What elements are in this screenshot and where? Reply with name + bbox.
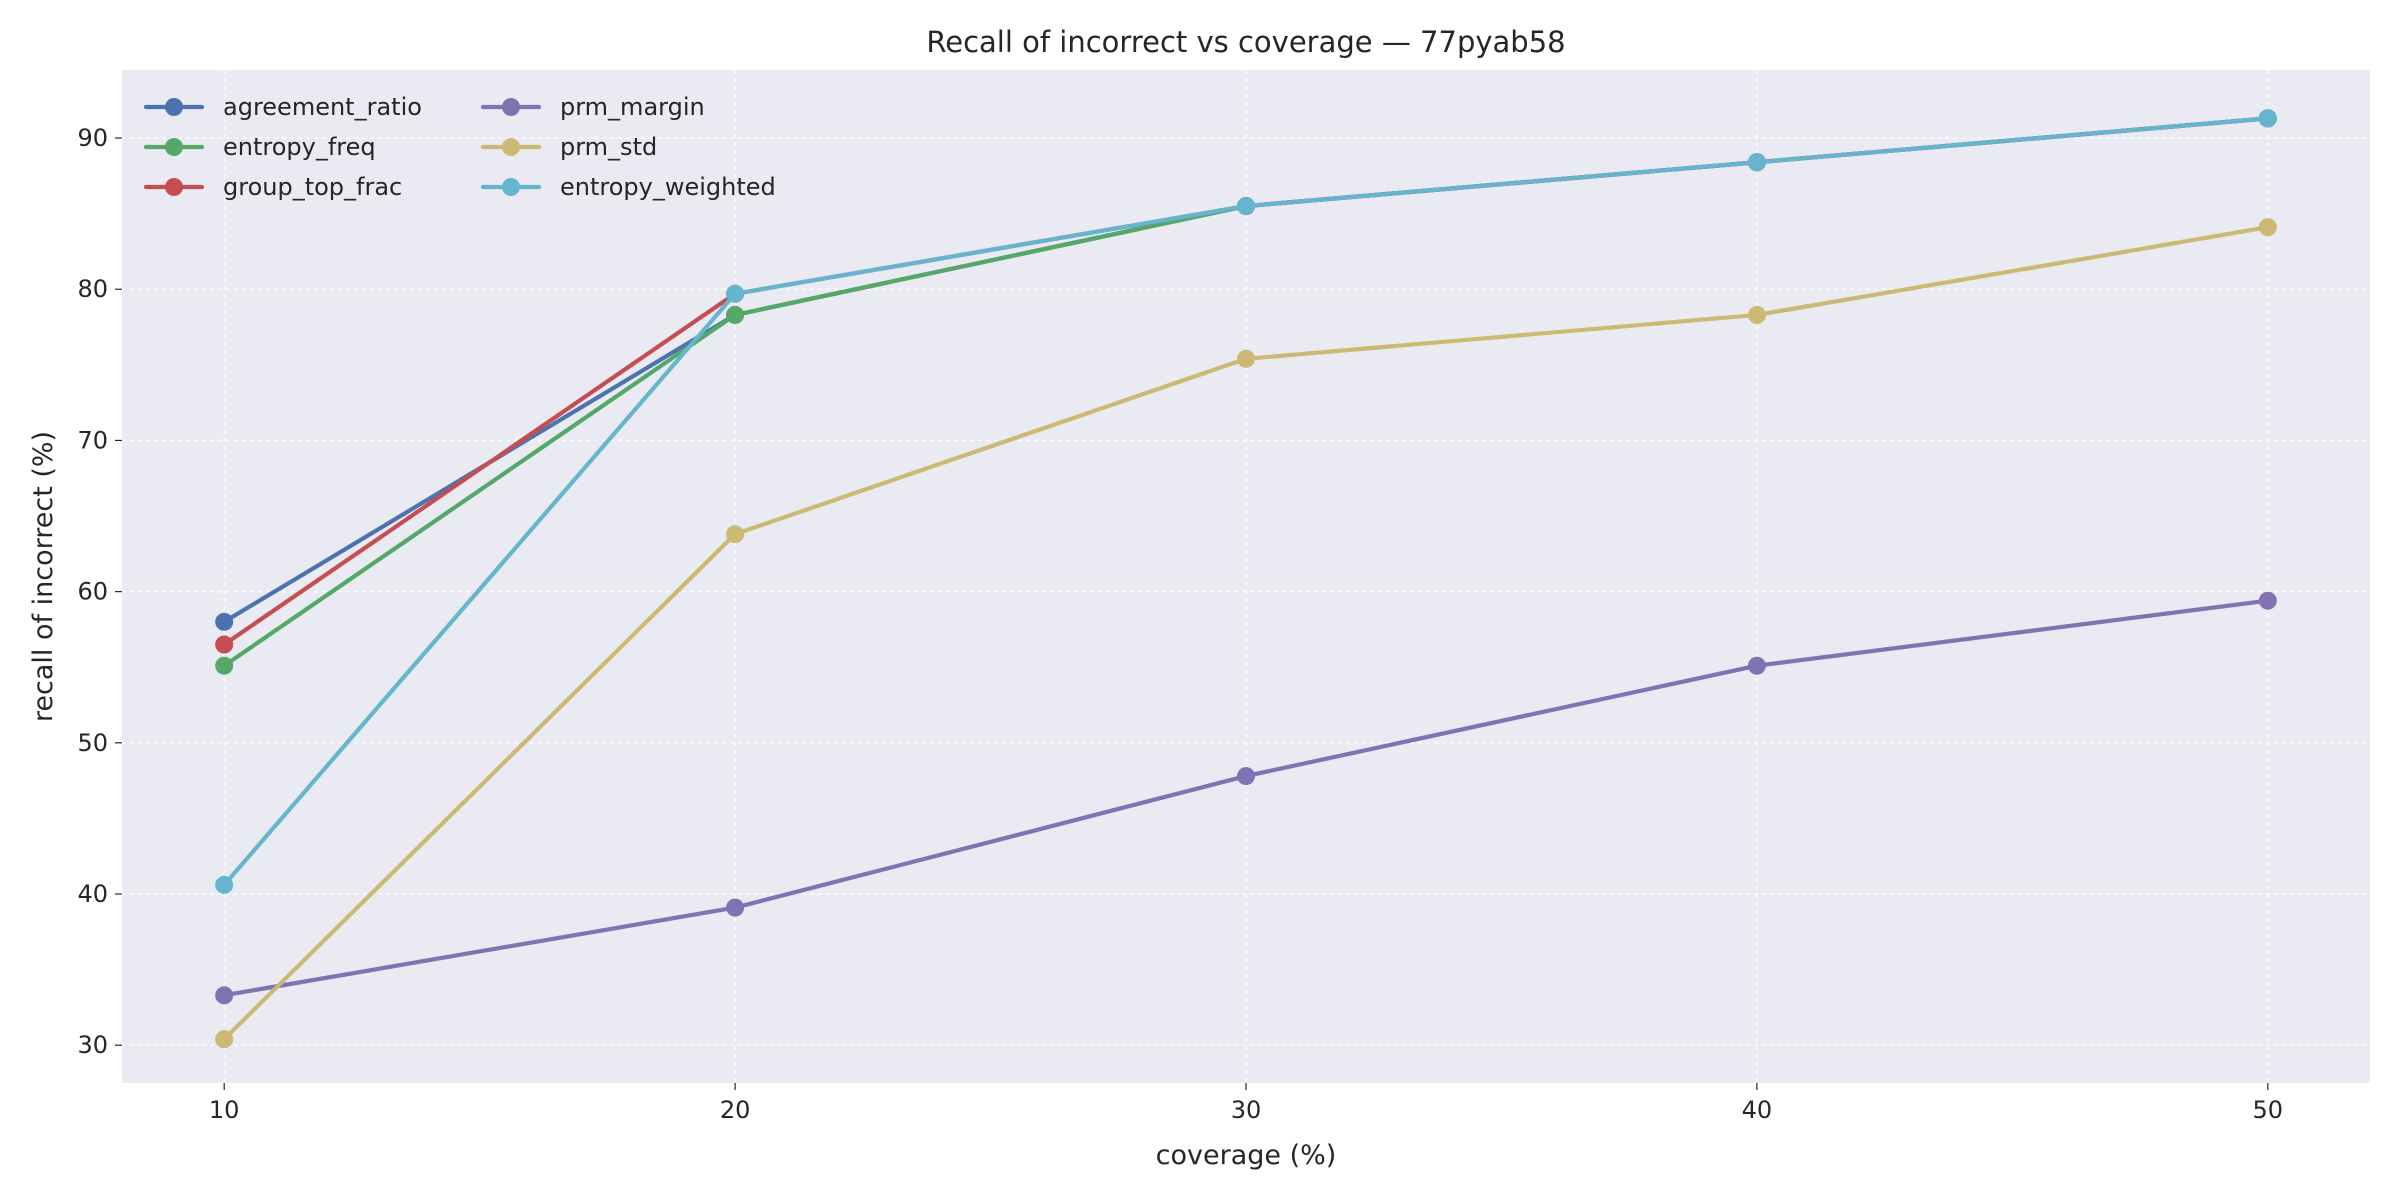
series-prm-std: [215, 218, 2277, 1049]
y-tick-label: 50: [77, 729, 108, 757]
y-axis-label: recall of incorrect (%): [28, 431, 59, 722]
legend-label: entropy_weighted: [560, 173, 776, 201]
legend-swatch-marker: [502, 178, 520, 196]
data-point: [1747, 153, 1766, 172]
y-tick-label: 40: [77, 880, 108, 908]
data-point: [215, 635, 234, 654]
x-tick-label: 20: [720, 1096, 751, 1124]
data-point: [215, 656, 234, 675]
x-tick-label: 50: [2253, 1096, 2284, 1124]
data-point: [2258, 218, 2277, 237]
legend-label: entropy_freq: [223, 133, 376, 161]
legend-item: prm_std: [480, 133, 657, 161]
data-point: [2258, 109, 2277, 128]
data-point: [726, 898, 745, 917]
chart-title: Recall of incorrect vs coverage — 77pyab…: [926, 25, 1565, 59]
legend: agreement_ratio entropy_freq group_top_fra…: [143, 93, 776, 201]
series-entropy-weighted: [215, 109, 2277, 894]
y-tick-label: 80: [77, 275, 108, 303]
legend-swatch-marker: [165, 178, 183, 196]
legend-label: agreement_ratio: [223, 93, 422, 121]
x-tick-label: 40: [1742, 1096, 1773, 1124]
series-layer: [215, 109, 2277, 1049]
y-tick-label: 90: [77, 124, 108, 152]
data-point: [726, 305, 745, 324]
axis-ticks: 10 20 30 40 50 30 40 50 60 70 80 90: [77, 124, 2283, 1124]
legend-label: group_top_frac: [223, 173, 402, 201]
legend-swatch-marker: [502, 138, 520, 156]
x-axis-label: coverage (%): [1156, 1140, 1337, 1171]
y-tick-label: 70: [77, 426, 108, 454]
legend-swatch-marker: [165, 98, 183, 116]
grid: [122, 70, 2370, 1083]
data-point: [1237, 349, 1255, 368]
x-tick-label: 30: [1231, 1096, 1262, 1124]
legend-item: agreement_ratio: [143, 93, 422, 121]
data-point: [215, 875, 234, 894]
data-point: [726, 525, 745, 544]
series-prm-margin: [215, 591, 2277, 1005]
legend-label: prm_margin: [560, 93, 705, 121]
data-point: [1237, 197, 1255, 216]
x-tick-label: 10: [209, 1096, 240, 1124]
data-point: [215, 986, 234, 1005]
y-tick-label: 30: [77, 1031, 108, 1059]
data-point: [1747, 656, 1766, 675]
legend-item: prm_margin: [480, 93, 705, 121]
legend-item: group_top_frac: [143, 173, 402, 201]
legend-item: entropy_freq: [143, 133, 376, 161]
data-point: [215, 1030, 234, 1049]
legend-label: prm_std: [560, 133, 657, 161]
y-tick-label: 60: [77, 578, 108, 606]
data-point: [215, 612, 234, 631]
data-point: [726, 284, 745, 303]
legend-swatch-marker: [502, 98, 520, 116]
data-point: [2258, 591, 2277, 610]
data-point: [1747, 305, 1766, 324]
legend-swatch-marker: [165, 138, 183, 156]
data-point: [1237, 767, 1255, 786]
legend-item: entropy_weighted: [480, 173, 776, 201]
